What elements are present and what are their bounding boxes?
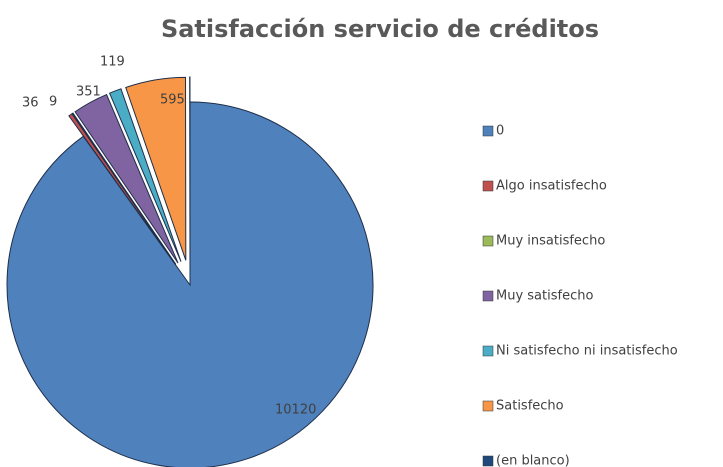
- pie-slice: [108, 88, 182, 262]
- pie-slice: [71, 112, 177, 265]
- legend-swatch: [482, 125, 494, 137]
- data-label: 9: [49, 95, 57, 110]
- legend-swatch: [482, 290, 494, 302]
- legend-label: Muy insatisfecho: [496, 234, 605, 249]
- legend-swatch: [482, 345, 494, 357]
- legend-label: 0: [496, 124, 504, 139]
- pie-slice: [6, 101, 374, 467]
- legend-swatch: [482, 180, 494, 192]
- data-label: 36: [22, 96, 39, 111]
- legend-label: Satisfecho: [496, 399, 564, 414]
- legend-swatch: [482, 235, 494, 247]
- data-label: 351: [76, 85, 101, 100]
- legend-swatch: [482, 455, 494, 467]
- pie-slice: [125, 76, 187, 261]
- legend-label: Ni satisfecho ni insatisfecho: [496, 344, 678, 359]
- data-label: 10120: [275, 403, 316, 418]
- legend-label: Algo insatisfecho: [496, 179, 607, 194]
- legend-label: (en blanco): [496, 454, 570, 467]
- data-label: 119: [100, 55, 125, 70]
- legend-label: Muy satisfecho: [496, 289, 593, 304]
- legend-swatch: [482, 400, 494, 412]
- pie-slice: [74, 93, 179, 264]
- chart-title: Satisfacción servicio de créditos: [161, 15, 599, 43]
- data-label: 595: [160, 93, 185, 108]
